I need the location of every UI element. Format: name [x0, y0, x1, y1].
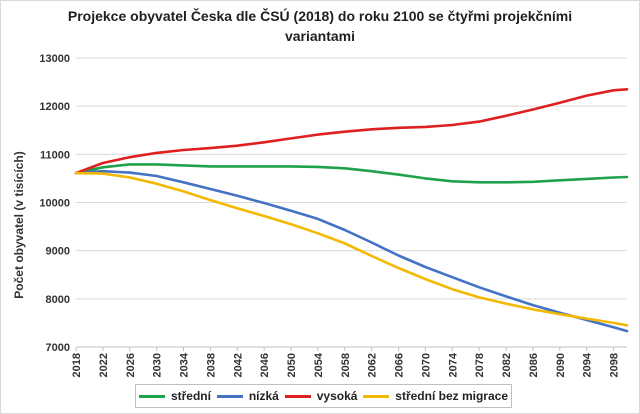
legend-label: střední bez migrace [395, 389, 509, 403]
x-tick-label: 2058 [340, 353, 352, 377]
x-tick-label: 2054 [313, 352, 325, 377]
x-tick-label: 2066 [394, 353, 406, 377]
x-tick-label: 2074 [447, 352, 459, 377]
x-tick-label: 2018 [71, 353, 83, 377]
legend: střední nízká vysoká střední bez migrace [135, 384, 512, 408]
legend-item: vysoká [284, 389, 358, 403]
legend-swatch [284, 394, 311, 398]
y-tick-label: 12000 [39, 101, 70, 113]
chart-title: Projekce obyvatel Česka dle ČSÚ (2018) d… [67, 8, 573, 44]
x-tick-label: 2062 [367, 353, 379, 377]
series-line [74, 88, 629, 175]
x-tick-label: 2030 [152, 353, 164, 377]
legend-item: nízká [216, 389, 279, 403]
series-line [74, 171, 629, 327]
x-tick-label: 2098 [609, 353, 621, 377]
y-tick-label: 10000 [39, 198, 70, 210]
legend-swatch [363, 394, 390, 398]
grid-layer [76, 57, 627, 348]
legend-item: střední bez migrace [363, 389, 508, 403]
x-tick-label: 2078 [474, 353, 486, 377]
y-tick-label: 11000 [40, 149, 70, 161]
x-tick-label: 2026 [125, 353, 137, 377]
y-tick-label: 13000 [39, 53, 70, 65]
x-tick-label: 2034 [179, 352, 191, 377]
legend-label: nízká [248, 389, 279, 403]
series-line [74, 169, 629, 333]
x-tick-label: 2042 [232, 353, 244, 377]
x-tick-label: 2086 [528, 353, 540, 377]
series-line [74, 163, 629, 184]
x-tick-label: 2038 [205, 353, 217, 377]
legend-label: vysoká [316, 389, 358, 403]
legend-label: střední [170, 389, 211, 403]
y-tick-label: 9000 [46, 246, 70, 258]
y-tick-label: 8000 [46, 294, 70, 306]
x-tick-label: 2082 [501, 353, 513, 377]
axis-layer: 7000 8000 9000 10000 11000 12000 13000 2018 2022… [39, 53, 627, 377]
legend-item: střední [138, 389, 211, 403]
x-tick-label: 2094 [582, 352, 594, 377]
y-tick-label: 7000 [46, 342, 70, 354]
x-tick-label: 2090 [555, 353, 567, 377]
legend-swatch [216, 394, 243, 398]
series-layer [74, 88, 629, 333]
x-tick-label: 2046 [259, 353, 271, 377]
x-tick-label: 2022 [98, 353, 110, 377]
legend-swatch [138, 394, 165, 398]
x-tick-label: 2070 [420, 353, 432, 377]
x-tick-label: 2050 [286, 353, 298, 377]
